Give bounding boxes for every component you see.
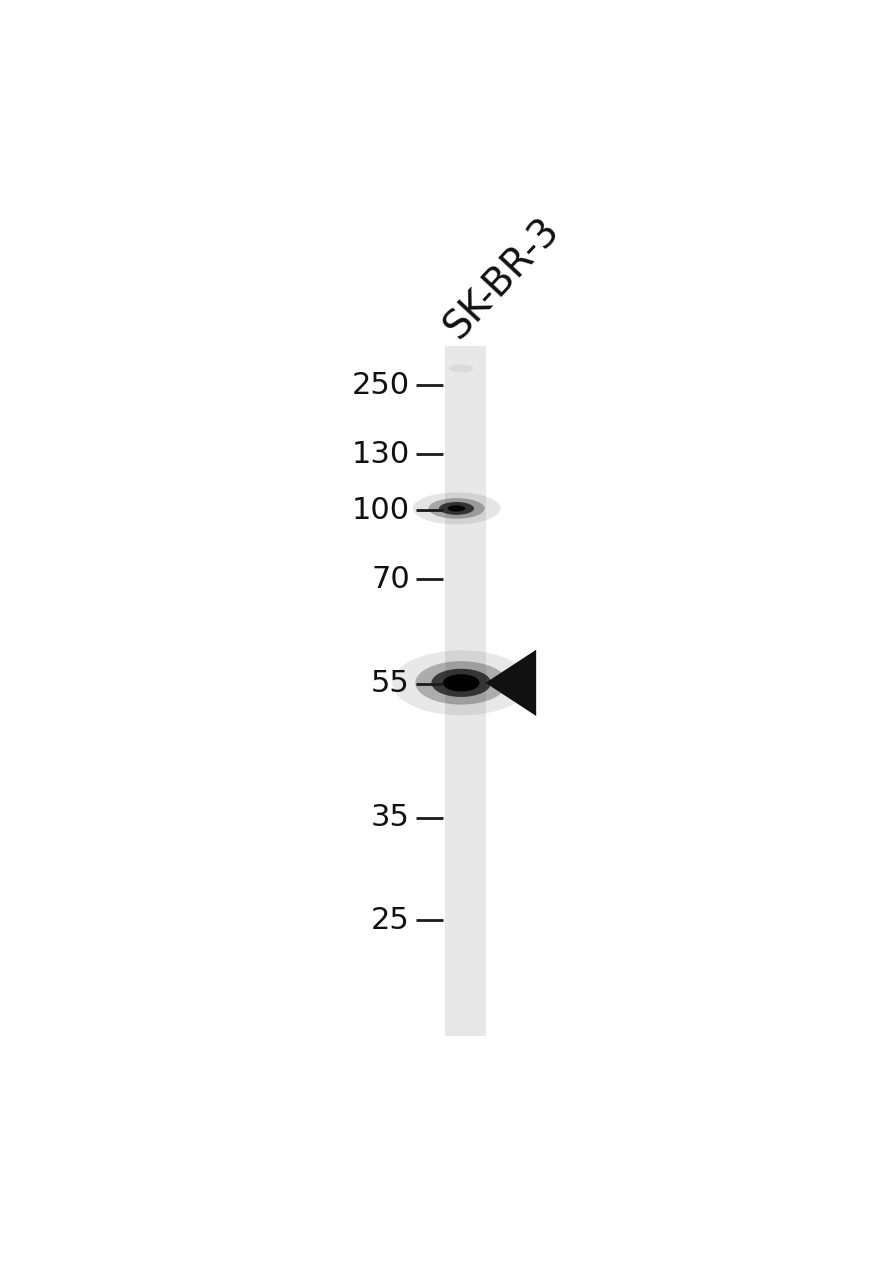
Text: 35: 35 (371, 804, 410, 832)
Ellipse shape (448, 506, 465, 512)
Ellipse shape (392, 650, 530, 716)
Ellipse shape (415, 662, 507, 704)
Text: 130: 130 (352, 440, 410, 468)
Ellipse shape (439, 502, 474, 515)
Polygon shape (485, 650, 537, 716)
Ellipse shape (449, 365, 474, 372)
Ellipse shape (452, 678, 470, 687)
Text: 55: 55 (371, 669, 410, 699)
Text: 70: 70 (371, 564, 410, 594)
Ellipse shape (429, 498, 484, 518)
Ellipse shape (413, 493, 500, 525)
Ellipse shape (442, 675, 480, 691)
Text: 250: 250 (352, 371, 410, 399)
Text: 25: 25 (371, 906, 410, 934)
Ellipse shape (431, 668, 491, 698)
Text: SK-BR-3: SK-BR-3 (437, 210, 567, 346)
Text: 100: 100 (352, 495, 410, 525)
Bar (445, 346, 485, 1036)
